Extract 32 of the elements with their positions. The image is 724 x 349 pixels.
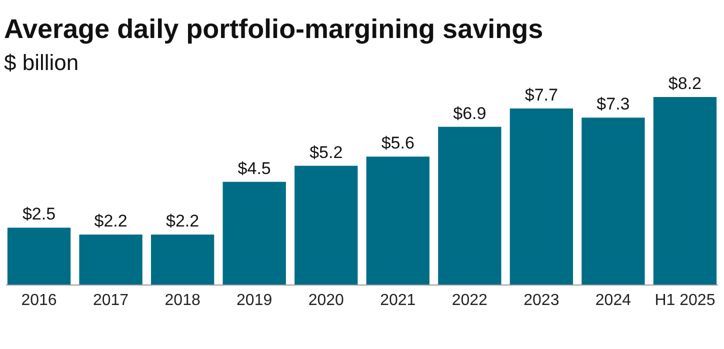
data-label: $6.9 (453, 104, 486, 123)
bar (79, 234, 142, 285)
data-label: $7.7 (524, 85, 558, 104)
bar (582, 118, 645, 285)
x-tick-label: 2024 (595, 292, 632, 309)
data-label: $2.5 (22, 204, 56, 224)
bar (653, 97, 717, 285)
x-tick-label: 2021 (380, 292, 416, 309)
data-label: $5.6 (381, 134, 414, 153)
chart-subtitle: $ billion (4, 50, 79, 75)
x-tick-label: 2018 (164, 292, 200, 309)
data-label: $7.3 (596, 94, 630, 114)
x-tick-label: 2017 (92, 292, 129, 309)
data-label: $8.2 (668, 74, 702, 93)
bar (294, 166, 358, 285)
x-tick-label: 2019 (236, 292, 272, 309)
bar (510, 108, 574, 285)
data-label: $5.2 (310, 142, 343, 162)
bar (366, 156, 430, 285)
data-label: $2.2 (94, 212, 128, 231)
bar (7, 228, 71, 285)
bar (150, 234, 214, 285)
x-tick-label: 2016 (21, 292, 57, 309)
x-tick-label: 2020 (308, 292, 344, 309)
x-tick-label: 2022 (452, 292, 488, 309)
x-tick-label: H1 2025 (654, 292, 716, 309)
bar (222, 182, 286, 285)
data-label: $4.5 (238, 158, 271, 178)
x-tick-label: 2023 (524, 292, 560, 309)
data-label: $2.2 (166, 212, 200, 231)
bar (438, 126, 502, 285)
chart-title: Average daily portfolio-margining savings (4, 14, 544, 44)
